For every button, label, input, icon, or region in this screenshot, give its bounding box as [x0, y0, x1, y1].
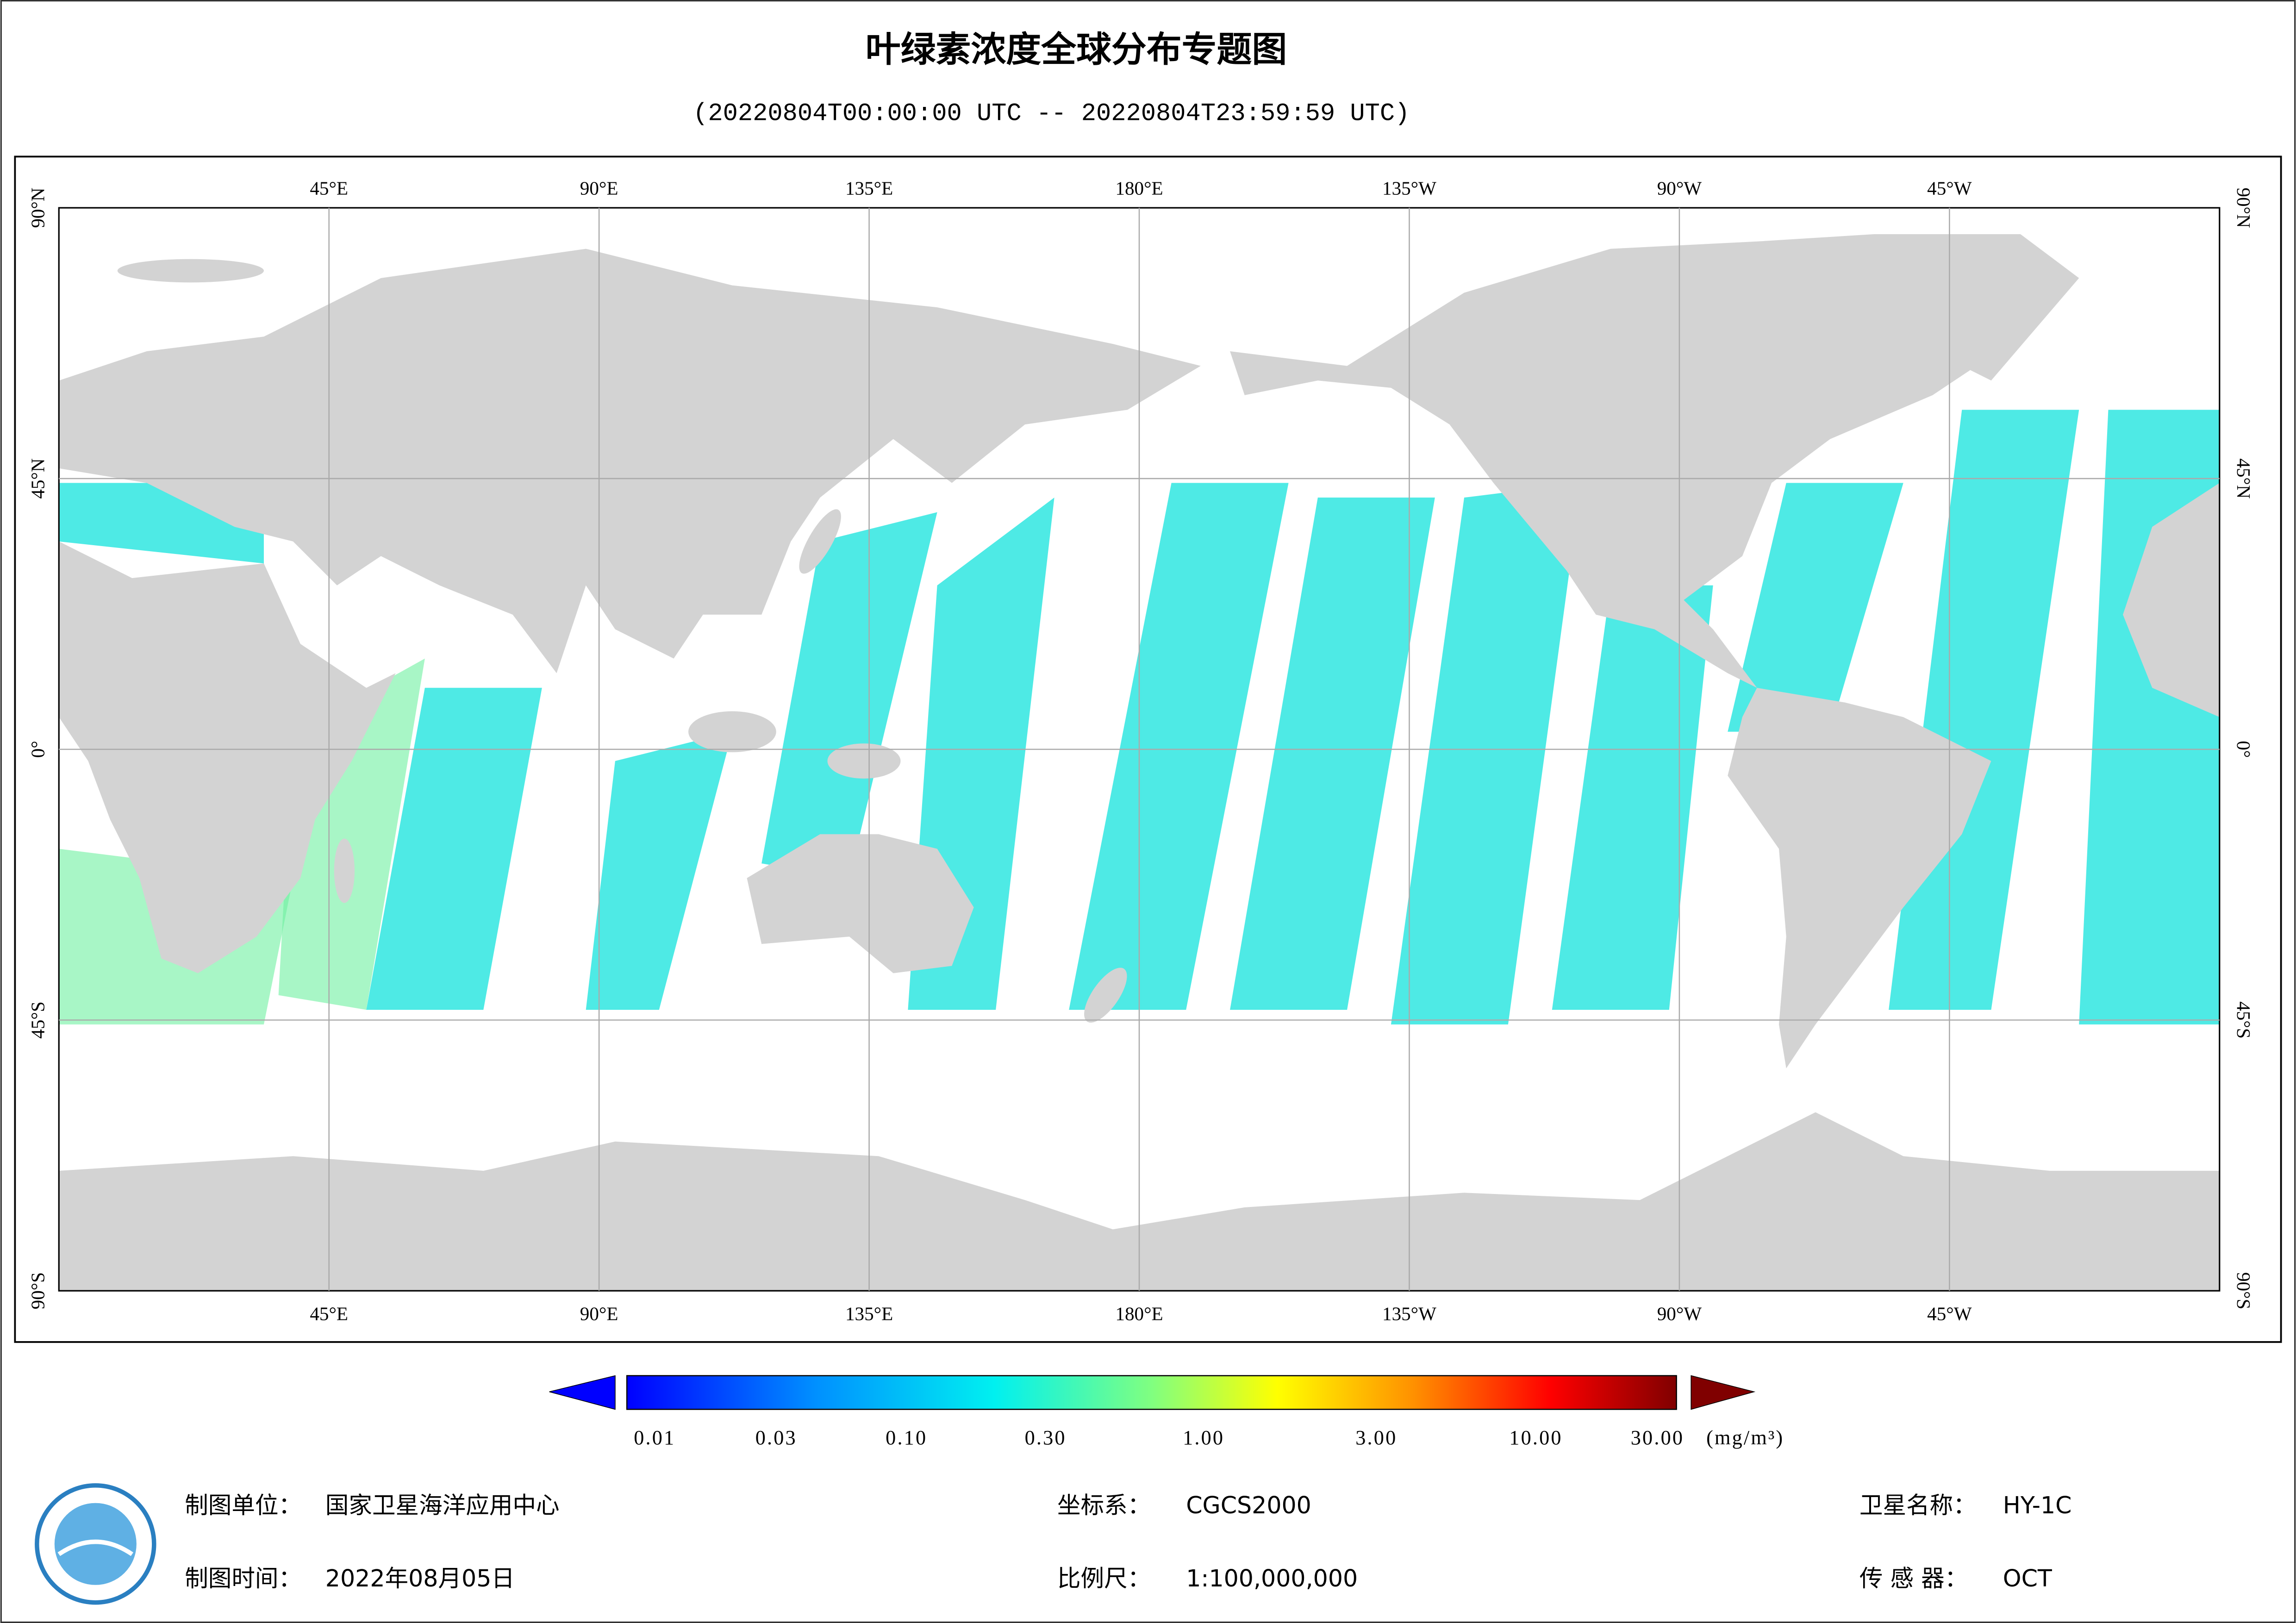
latitude-label: 45°S [2233, 1001, 2254, 1038]
latitude-label: 0° [27, 741, 49, 758]
swath [586, 732, 732, 1010]
footer-label: 制图单位： [185, 1492, 302, 1519]
longitude-label: 135°E [845, 178, 893, 199]
new-zealand [1084, 968, 1127, 1023]
footer-value: HY-1C [2003, 1492, 2072, 1519]
latitude-label: 90°N [2233, 187, 2254, 228]
longitude-label: 90°W [1657, 1303, 1702, 1324]
colorbar-tick-label: 0.30 [1025, 1426, 1067, 1449]
latitude-label: 45°N [27, 458, 49, 498]
footer-value: 1:100,000,000 [1186, 1565, 1358, 1592]
swath [761, 512, 937, 878]
swath [1728, 483, 1903, 732]
longitude-label: 45°E [310, 1303, 348, 1324]
latitude-label: 45°N [2233, 458, 2254, 498]
footer-label: 坐标系： [1057, 1492, 1151, 1519]
longitude-label: 135°E [845, 1303, 893, 1324]
eurasia [59, 249, 1201, 673]
colorbar-tick-label: 0.10 [886, 1426, 927, 1449]
colorbar-high-arrow [1691, 1375, 1756, 1410]
latitude-label: 90°S [27, 1272, 49, 1309]
longitude-label: 135°W [1382, 1303, 1436, 1324]
swath [1391, 483, 1582, 1025]
longitude-label: 180°E [1115, 1303, 1163, 1324]
colorbar-tick-label: 0.03 [755, 1426, 797, 1449]
latitude-label: 90°S [2233, 1272, 2254, 1309]
logo-wave [57, 1539, 134, 1556]
longitude-label: 90°E [580, 178, 618, 199]
longitude-label: 45°W [1927, 1303, 1972, 1324]
colorbar-unit: (mg/m³) [1706, 1426, 1784, 1449]
swath [1069, 483, 1289, 1010]
longitude-label: 45°W [1927, 178, 1972, 199]
longitude-label: 90°E [580, 1303, 618, 1324]
footer-value: 2022年08月05日 [325, 1565, 515, 1592]
colorbar-tick-label: 10.00 [1509, 1426, 1562, 1449]
colorbar: 0.01 0.03 0.10 0.30 1.00 3.00 10.00 30.00 (mg/m³… [549, 1375, 1784, 1449]
longitude-label: 45°E [310, 178, 348, 199]
africa [59, 541, 396, 973]
australia [747, 834, 974, 973]
footer-value: CGCS2000 [1186, 1492, 1311, 1519]
latitude-label: 45°S [27, 1001, 49, 1038]
africa-west [2123, 483, 2220, 717]
swath [366, 688, 542, 1010]
footer-label: 比例尺： [1057, 1565, 1151, 1592]
longitude-label: 180°E [1115, 178, 1163, 199]
graticule: 45°E 45°E 90°E 90°E 135°E 135°E 180°E 180°E 135°… [27, 178, 2254, 1325]
footer-value: 国家卫星海洋应用中心 [325, 1492, 560, 1519]
subtitle: (20220804T00:00:00 UTC -- 20220804T23:59… [693, 99, 1410, 128]
longitude-label: 90°W [1657, 178, 1702, 199]
madagascar [334, 839, 355, 903]
latitude-label: 90°N [27, 187, 49, 228]
map-frame [14, 155, 2282, 1343]
swath [1230, 497, 1435, 1010]
colorbar-low-arrow [549, 1375, 616, 1410]
arctic-islands [117, 259, 264, 283]
colorbar-tick-label: 0.01 [634, 1426, 675, 1449]
footer-value: OCT [2003, 1565, 2053, 1592]
colorbar-tick-label: 1.00 [1183, 1426, 1224, 1449]
footer-label: 卫星名称： [1859, 1492, 1977, 1519]
colorbar-tick-label: 3.00 [1355, 1426, 1397, 1449]
colorbar-tick-label: 30.00 [1631, 1426, 1684, 1449]
south-america [1728, 688, 1991, 1069]
footer-label: 传 感 器： [1859, 1565, 1968, 1592]
swath [1552, 585, 1713, 1010]
footer-label: 制图时间： [185, 1565, 302, 1592]
longitude-label: 135°W [1382, 178, 1436, 199]
colorbar-ramp [626, 1375, 1677, 1410]
logo [35, 1483, 156, 1605]
japan [799, 509, 841, 574]
new-guinea [827, 743, 901, 779]
title: 叶绿素浓度全球分布专题图 [866, 29, 1287, 70]
indonesia [688, 711, 776, 752]
latitude-label: 0° [2233, 741, 2254, 758]
greenland [1874, 234, 2079, 381]
north-america [1230, 234, 1977, 688]
arctic-islands [1625, 246, 1801, 281]
